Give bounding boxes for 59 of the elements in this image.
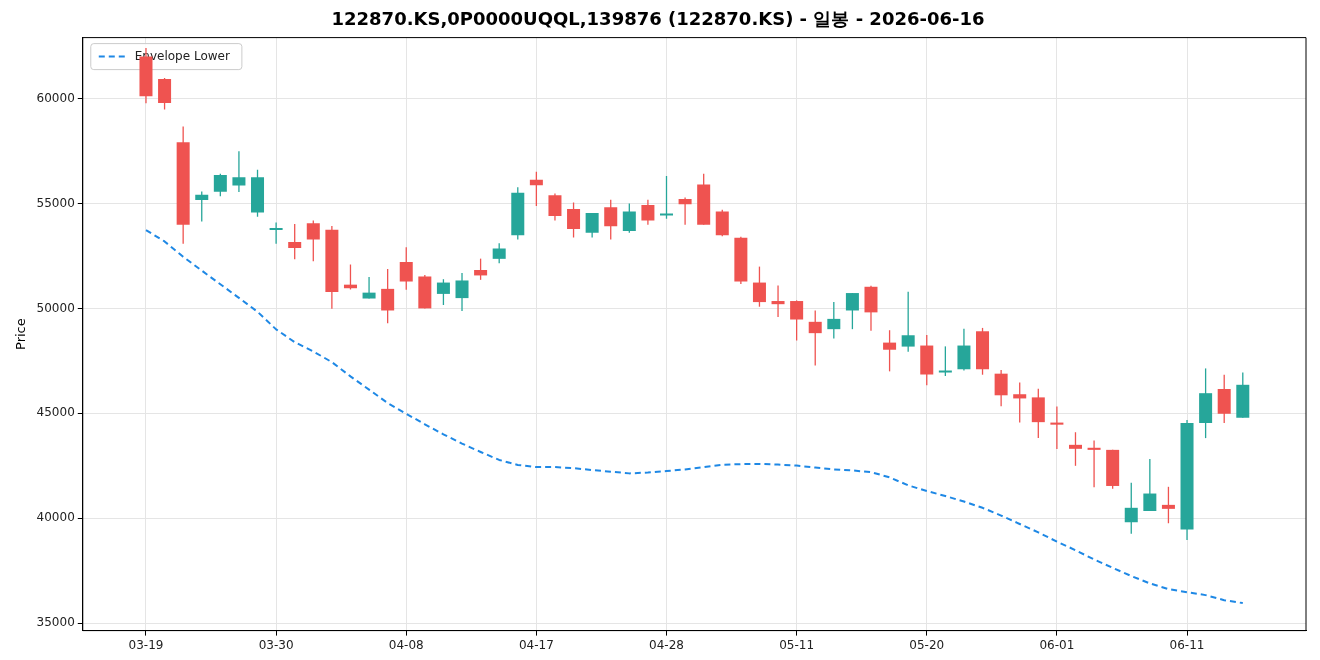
y-tick-label: 60000 (36, 90, 75, 105)
y-tick-label: 35000 (36, 615, 75, 630)
x-tick-label: 04-17 (518, 637, 554, 652)
candlestick (622, 202, 636, 234)
candlestick (901, 291, 915, 353)
candlestick (790, 299, 804, 342)
candlestick (715, 209, 729, 237)
candlestick (1050, 405, 1064, 450)
candlestick (381, 268, 395, 324)
y-tick-label: 45000 (36, 405, 75, 420)
candlestick (529, 171, 543, 207)
candlestick (399, 246, 413, 291)
candlestick (1143, 458, 1157, 512)
candlestick (232, 150, 246, 193)
candlestick (845, 292, 859, 330)
candlestick (585, 212, 599, 239)
candlestick (455, 272, 469, 312)
x-tick-label: 04-28 (649, 637, 684, 652)
candlestick (436, 278, 450, 306)
candlestick (1161, 486, 1175, 524)
candlestick (808, 309, 822, 367)
x-tick-label: 03-19 (128, 637, 164, 652)
y-tick-label: 40000 (36, 510, 75, 525)
x-tick-label: 04-08 (388, 637, 424, 652)
candlestick (771, 284, 785, 318)
x-tick-label: 03-30 (258, 637, 294, 652)
candlestick (678, 196, 692, 226)
candlestick (362, 276, 376, 300)
candlestick (195, 190, 209, 223)
candlestick (474, 257, 488, 281)
candlestick (567, 201, 581, 239)
y-axis-title: Price (13, 318, 29, 350)
candlestick (213, 173, 227, 197)
line-series (144, 229, 1244, 605)
x-tick-label: 06-01 (1039, 637, 1075, 652)
candlestick (957, 328, 971, 372)
candlestick (288, 223, 302, 260)
y-tick-label: 50000 (36, 300, 75, 315)
candlestick (660, 175, 674, 220)
candlestick (269, 221, 283, 245)
x-tick-label: 05-20 (909, 637, 945, 652)
candlestick (492, 242, 506, 264)
candlestick (827, 301, 841, 340)
candlestick (1087, 439, 1101, 488)
x-tick-label: 06-11 (1169, 637, 1205, 652)
chart-title: 122870.KS,0P0000UQQL,139876 (122870.KS) - 일봉 - 2026-06-16 (331, 8, 985, 30)
candlestick (938, 345, 952, 377)
candlestick (752, 265, 766, 308)
candlestick (306, 219, 320, 263)
candlestick (604, 199, 618, 241)
candlestick (641, 199, 655, 226)
y-tick-label: 55000 (36, 195, 75, 210)
x-tick-label: 05-11 (779, 637, 815, 652)
candlestick (1013, 381, 1027, 424)
candlestick (1068, 431, 1082, 467)
candlestick (994, 369, 1008, 407)
candlestick (883, 329, 897, 373)
candlestick (548, 192, 562, 222)
candlestick (1124, 482, 1138, 535)
